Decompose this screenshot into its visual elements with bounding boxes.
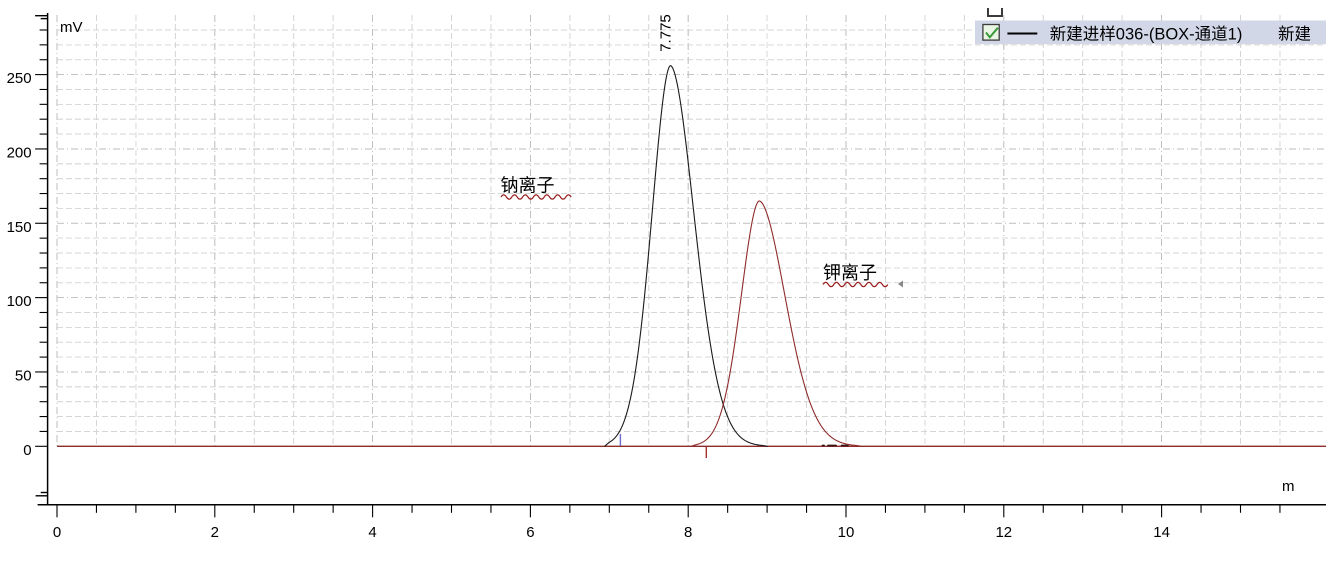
- svg-text:m: m: [1282, 478, 1295, 495]
- svg-text:50: 50: [15, 367, 32, 384]
- svg-text:200: 200: [7, 144, 32, 161]
- svg-text:钠离子: 钠离子: [501, 175, 555, 195]
- svg-text:150: 150: [7, 219, 32, 236]
- svg-text:250: 250: [7, 70, 32, 87]
- svg-text:14: 14: [1153, 524, 1170, 541]
- svg-text:2: 2: [211, 524, 219, 541]
- svg-text:mV: mV: [60, 19, 83, 36]
- svg-text:12: 12: [995, 524, 1012, 541]
- svg-text:8: 8: [684, 524, 692, 541]
- svg-text:100: 100: [7, 293, 32, 310]
- svg-text:7.775: 7.775: [658, 14, 675, 52]
- svg-text:钾离子: 钾离子: [823, 263, 877, 283]
- svg-text:10: 10: [838, 524, 855, 541]
- svg-text:新建进样036-(BOX-通道1): 新建进样036-(BOX-通道1): [1050, 25, 1243, 44]
- svg-text:4: 4: [368, 524, 376, 541]
- svg-text:0: 0: [23, 442, 31, 459]
- svg-text:0: 0: [53, 524, 61, 541]
- svg-text:新建: 新建: [1278, 25, 1311, 44]
- svg-text:6: 6: [526, 524, 534, 541]
